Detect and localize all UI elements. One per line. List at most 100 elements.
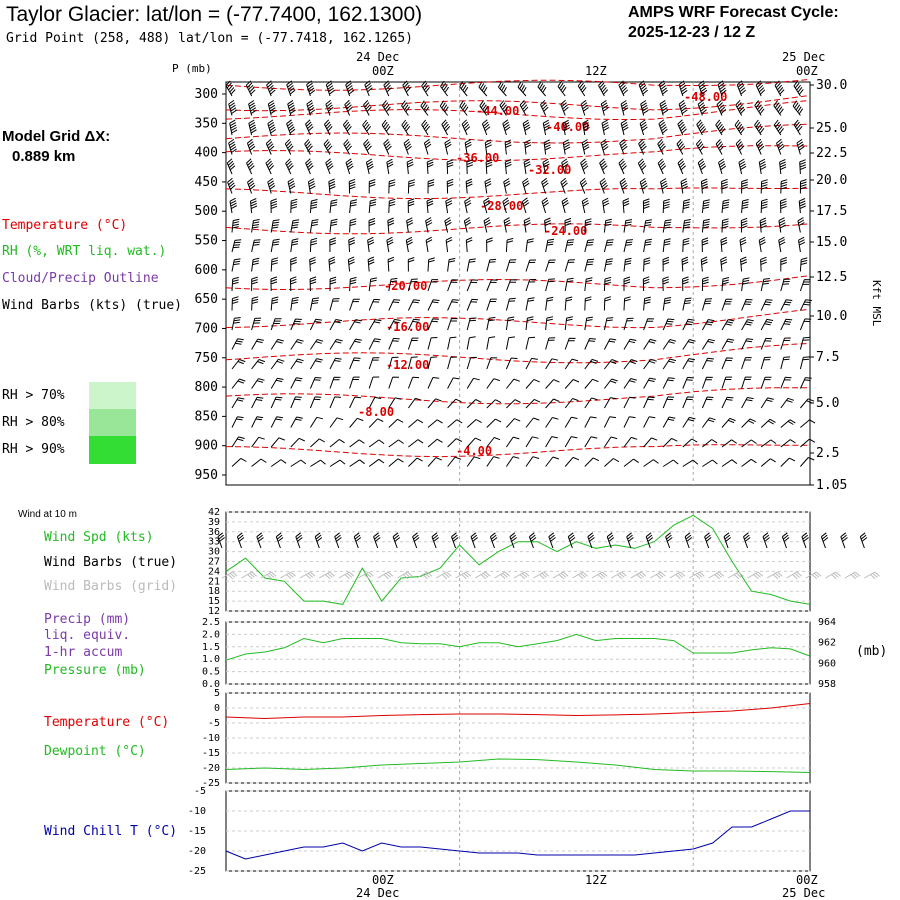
wind-barb [638, 80, 649, 97]
sfc-wind-barb-grid [805, 571, 822, 580]
wind-barb [447, 438, 463, 448]
wind-barb [557, 80, 567, 97]
wind-barb [522, 119, 531, 136]
temp-tick-label: -20 [202, 763, 220, 774]
isotherm-line [225, 342, 811, 364]
wind-barb [290, 198, 298, 214]
wind-barb [306, 99, 316, 116]
wind-barb [721, 319, 735, 331]
pressure-line [225, 633, 811, 661]
wind-barb [290, 416, 303, 428]
dewpoint-label: Dewpoint (°C) [44, 744, 146, 759]
sfc-wind-barb-true [665, 532, 673, 549]
wind-barb [541, 177, 549, 194]
wind-barb [486, 336, 496, 350]
wind-barb [584, 397, 598, 409]
pressure-tick-label: 600 [195, 263, 218, 278]
wind-barb [799, 179, 807, 194]
wind-barb [682, 237, 690, 253]
wind-barb [421, 119, 431, 136]
wind-barb [265, 138, 275, 155]
wind-barb [229, 197, 238, 214]
wind-barb [349, 417, 364, 428]
wind-barb [383, 138, 392, 155]
wind-barb [741, 338, 754, 350]
wind-barb [600, 138, 609, 155]
wind-barb [584, 457, 600, 467]
wind-barb [525, 456, 540, 467]
wind-barb [466, 377, 480, 389]
wind-barb [682, 339, 696, 350]
wind-barb [741, 357, 752, 370]
sfc-wind-barb-grid [494, 571, 511, 580]
wind-barb [307, 178, 316, 194]
wind-barb [564, 436, 578, 448]
wind-barb [602, 197, 610, 214]
wind-barb [445, 236, 453, 253]
wind-barb [564, 296, 573, 311]
precip-tick-label: 2.5 [202, 617, 220, 628]
wind-barb [447, 377, 460, 389]
wind-barb [251, 257, 260, 272]
sfc-wind-barb-true [275, 532, 284, 549]
wind-barb [459, 81, 469, 97]
wind-barb [599, 177, 608, 194]
sfc-wind-barb-grid [280, 571, 296, 580]
wind-barb [603, 416, 617, 428]
wind-barb [505, 279, 517, 292]
wind-barb [329, 276, 337, 292]
wind-barb [662, 416, 676, 428]
pressure-tick-label: 700 [195, 321, 218, 336]
wind-barb [466, 159, 474, 175]
wind-barb [800, 398, 815, 409]
wind-barb [329, 237, 337, 253]
wind-barb [381, 119, 391, 136]
wind-barb [545, 337, 556, 350]
wind-barb [309, 318, 323, 331]
kft-tick-label: 5.0 [816, 396, 839, 411]
pressure-tick-label: 800 [195, 380, 218, 395]
wind-barb [486, 279, 498, 292]
legend-cloud-outline: Cloud/Precip Outline [2, 271, 159, 286]
wind-barb [721, 199, 730, 214]
wind-barb [525, 336, 536, 350]
top-date-25dec: 25 Dec [782, 50, 826, 64]
wind-barb [760, 458, 776, 467]
wind-barb [545, 296, 554, 311]
wind-barb [427, 419, 443, 428]
wind-barb [407, 198, 415, 214]
wind-barb [247, 177, 256, 194]
wind-barb [427, 457, 442, 467]
wind-barb [643, 459, 659, 467]
wind-panel-frame [225, 511, 811, 612]
wind-barb [309, 377, 322, 389]
wind-barb [662, 459, 679, 467]
wind-barb [270, 377, 284, 389]
wind-barb [466, 399, 482, 409]
wind-barb [368, 439, 385, 448]
wind-barb [643, 437, 658, 448]
wind-barb [251, 359, 266, 370]
top-date-24dec: 24 Dec [356, 50, 400, 64]
wind-barb [545, 358, 559, 370]
wind-barb [697, 99, 707, 116]
wind-barb [309, 276, 317, 292]
wind-tick-label: 15 [208, 596, 220, 607]
wind-barb [349, 396, 362, 409]
wind-barb [525, 357, 538, 370]
wind-barb [368, 179, 376, 194]
wind-barb [643, 257, 651, 272]
wind-barb [799, 356, 810, 370]
wind-barb [796, 138, 805, 155]
wind-barb [481, 119, 491, 136]
wind-barb [564, 337, 576, 350]
wind-barb [421, 80, 430, 97]
wind-barb [270, 338, 284, 350]
precip-tick-label: 2.0 [202, 629, 220, 640]
wind-barb [305, 119, 314, 136]
sfc-wind-barb-true [840, 532, 848, 549]
wind-barb [623, 458, 639, 467]
sfc-wind-barb-true [470, 532, 478, 549]
temp-tick-label: -15 [202, 748, 220, 759]
wind-barb [309, 339, 324, 350]
